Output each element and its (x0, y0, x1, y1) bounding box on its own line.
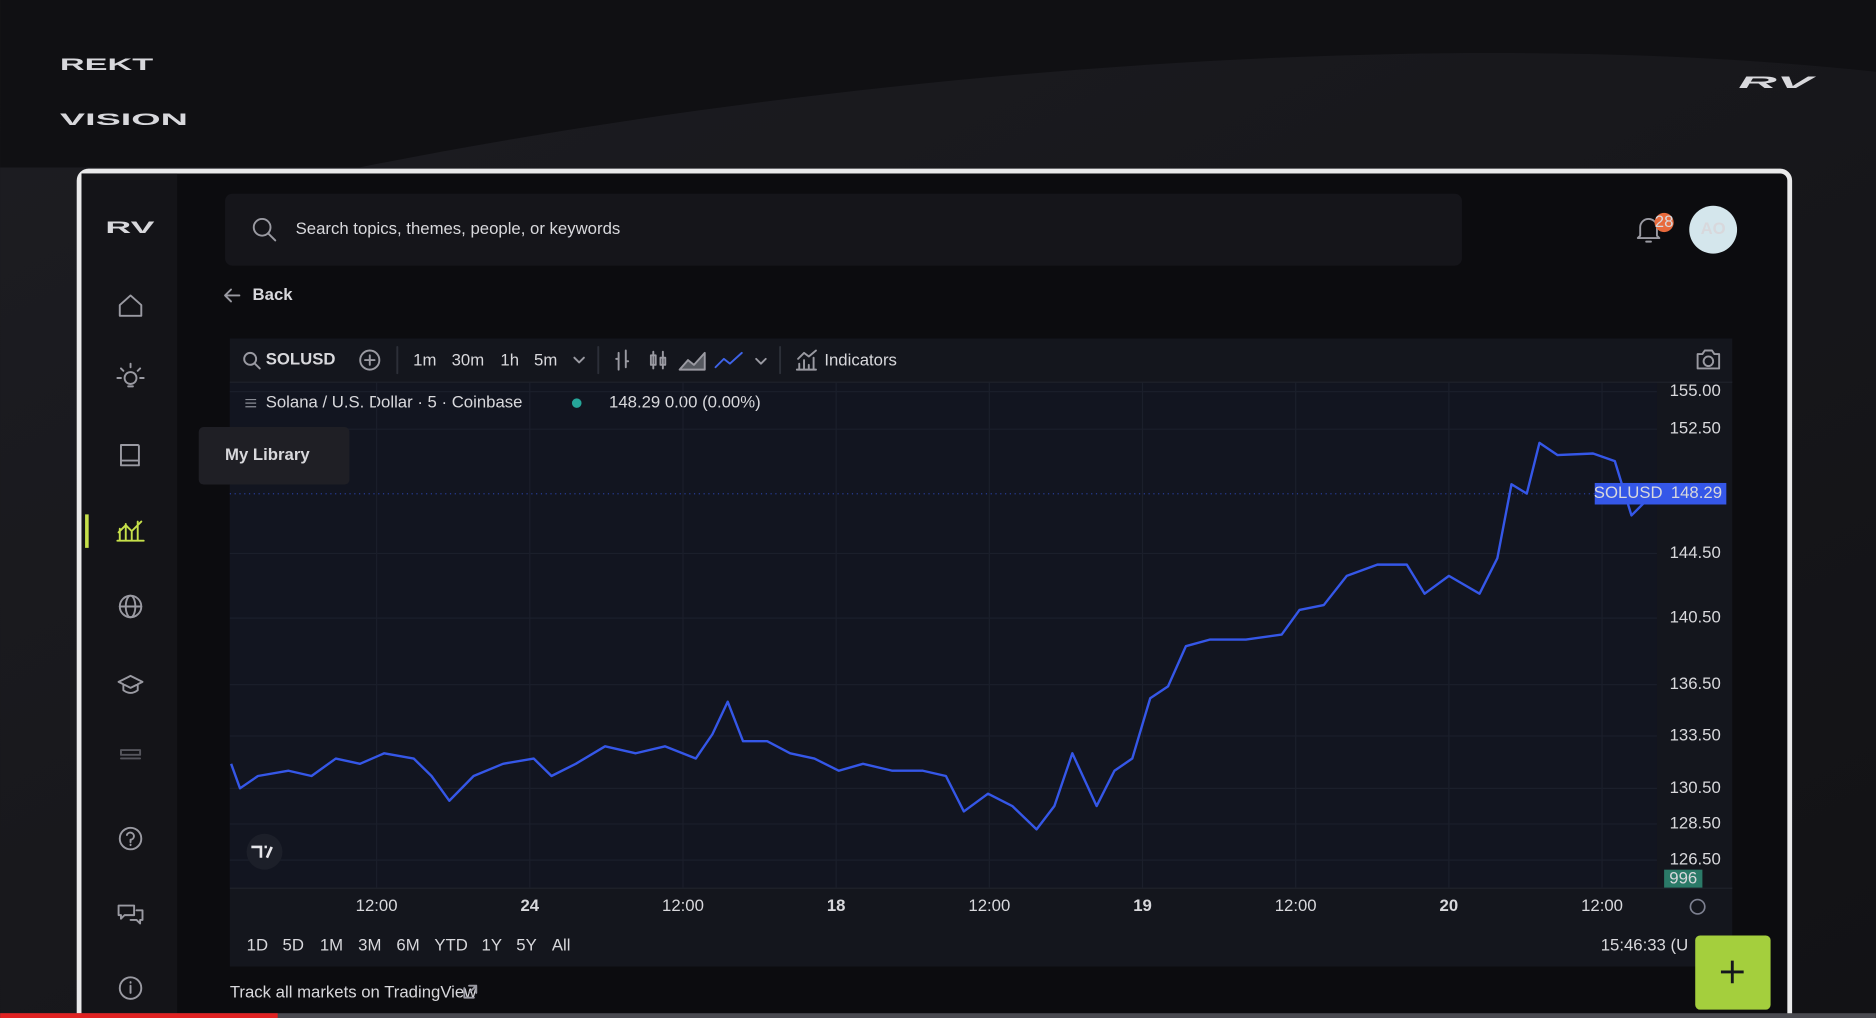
legend-quote: 148.29 0.00 (0.00%) (609, 393, 761, 412)
interval-button[interactable]: 30m (452, 351, 485, 370)
info-icon[interactable] (118, 976, 143, 1000)
x-tick-label: 24 (520, 896, 539, 915)
globe-icon[interactable] (118, 594, 143, 619)
education-icon[interactable] (117, 674, 144, 694)
x-tick-label: 12:00 (356, 896, 398, 915)
y-tick-label: 130.50 (1670, 778, 1721, 797)
market-status-dot (571, 398, 582, 408)
x-tick-label: 12:00 (1581, 896, 1623, 915)
toolbar-icons (243, 345, 1721, 375)
interval-button[interactable]: 5m (534, 351, 557, 370)
x-tick-label: 19 (1133, 896, 1152, 915)
line-style[interactable] (714, 351, 743, 369)
interval-menu[interactable] (573, 356, 585, 364)
indicators-icon[interactable] (795, 349, 817, 371)
x-tick-label: 18 (827, 896, 846, 915)
add-symbol[interactable] (359, 349, 381, 371)
y-tick-label: 128.50 (1670, 813, 1721, 832)
bars-style[interactable] (615, 349, 630, 371)
notification-badge (1654, 212, 1674, 233)
range-button[interactable]: 5Y (516, 936, 536, 955)
y-tick-label: 155.00 (1670, 381, 1721, 400)
indicators-button[interactable]: Indicators (824, 351, 897, 370)
plot: 155.00 152.50 144.50 140.50 136.50 133.50 130.… (229, 381, 1727, 915)
x-tick-label: 20 (1440, 896, 1459, 915)
backdrop-swoosh (0, 0, 1876, 168)
sidebar-icons (85, 294, 145, 1000)
last-price-badge (1594, 482, 1727, 505)
app-logo: RV (105, 218, 156, 237)
avatar[interactable] (1689, 205, 1738, 254)
help-icon[interactable] (118, 826, 143, 851)
active-indicator (85, 514, 89, 548)
bell-icon[interactable] (1636, 218, 1661, 243)
range-button[interactable]: YTD (434, 936, 467, 955)
tooltip-text: My Library (225, 445, 310, 464)
candles-style[interactable] (649, 350, 667, 370)
legend-title: Solana / U.S. Dollar · 5 · Coinbase (266, 393, 523, 412)
home-icon[interactable] (118, 294, 143, 317)
chat-icon[interactable] (117, 904, 144, 925)
volume-value: 996 (1669, 869, 1697, 888)
range-button[interactable]: 6M (396, 936, 419, 955)
back-arrow[interactable] (224, 288, 241, 303)
library-icon[interactable] (120, 444, 140, 467)
panel-divider (229, 381, 1733, 889)
range-button[interactable]: 1M (320, 936, 343, 955)
external-link-icon (463, 984, 478, 999)
style-menu[interactable] (755, 357, 767, 365)
last-price-value: 148.29 (1671, 483, 1722, 502)
x-tick-label: 12:00 (968, 896, 1010, 915)
brand-line: VISION (60, 110, 188, 129)
y-tick-label: 133.50 (1670, 725, 1721, 744)
y-tick-label: 152.50 (1670, 419, 1721, 438)
area-style[interactable] (678, 351, 706, 371)
interval-button[interactable]: 1m (413, 351, 436, 370)
footer-link[interactable]: Track all markets on TradingView (230, 982, 477, 1001)
corner-logo: RV (1738, 73, 1818, 92)
range-button[interactable]: 1D (247, 936, 268, 955)
range-button[interactable]: 3M (358, 936, 381, 955)
ideas-icon[interactable] (116, 362, 145, 388)
y-tick-label: 140.50 (1670, 608, 1721, 627)
y-tick-label: 144.50 (1670, 543, 1721, 562)
range-button[interactable]: All (552, 936, 571, 955)
progress-track (0, 1013, 1876, 1018)
tv-badge (246, 833, 283, 870)
range-button[interactable]: 1Y (482, 936, 502, 955)
plot-area (229, 382, 1657, 888)
brand-line: REKT (60, 55, 155, 74)
price-line (230, 441, 1654, 831)
volume-badge (1664, 869, 1703, 888)
tooltip (198, 427, 350, 485)
search-icon (252, 217, 277, 242)
search-placeholder: Search topics, themes, people, or keywor… (296, 219, 621, 238)
interval-button[interactable]: 1h (500, 351, 519, 370)
y-tick-label: 136.50 (1670, 674, 1721, 693)
clock: 15:46:33 (U (1601, 936, 1688, 955)
back-link[interactable]: Back (253, 285, 294, 304)
range-button[interactable]: 5D (283, 936, 304, 955)
axis-settings[interactable] (1689, 898, 1706, 915)
search-box[interactable] (225, 193, 1462, 266)
notification-count: 28 (1655, 212, 1674, 231)
y-tick-label: 126.50 (1670, 850, 1721, 869)
legend-menu-icon (245, 398, 257, 408)
stack-icon[interactable] (120, 749, 142, 760)
symbol[interactable]: SOLUSD (266, 349, 336, 368)
snapshot-icon[interactable] (1696, 349, 1721, 370)
x-tick-label: 12:00 (662, 896, 704, 915)
add-icon (1720, 960, 1744, 984)
avatar-initials: AO (1701, 219, 1726, 238)
tv-logo (251, 845, 273, 859)
x-tick-label: 12:00 (1275, 896, 1317, 915)
progress-bar (0, 1013, 278, 1018)
last-price-symbol: SOLUSD (1594, 483, 1663, 502)
charts-icon[interactable] (116, 520, 145, 542)
